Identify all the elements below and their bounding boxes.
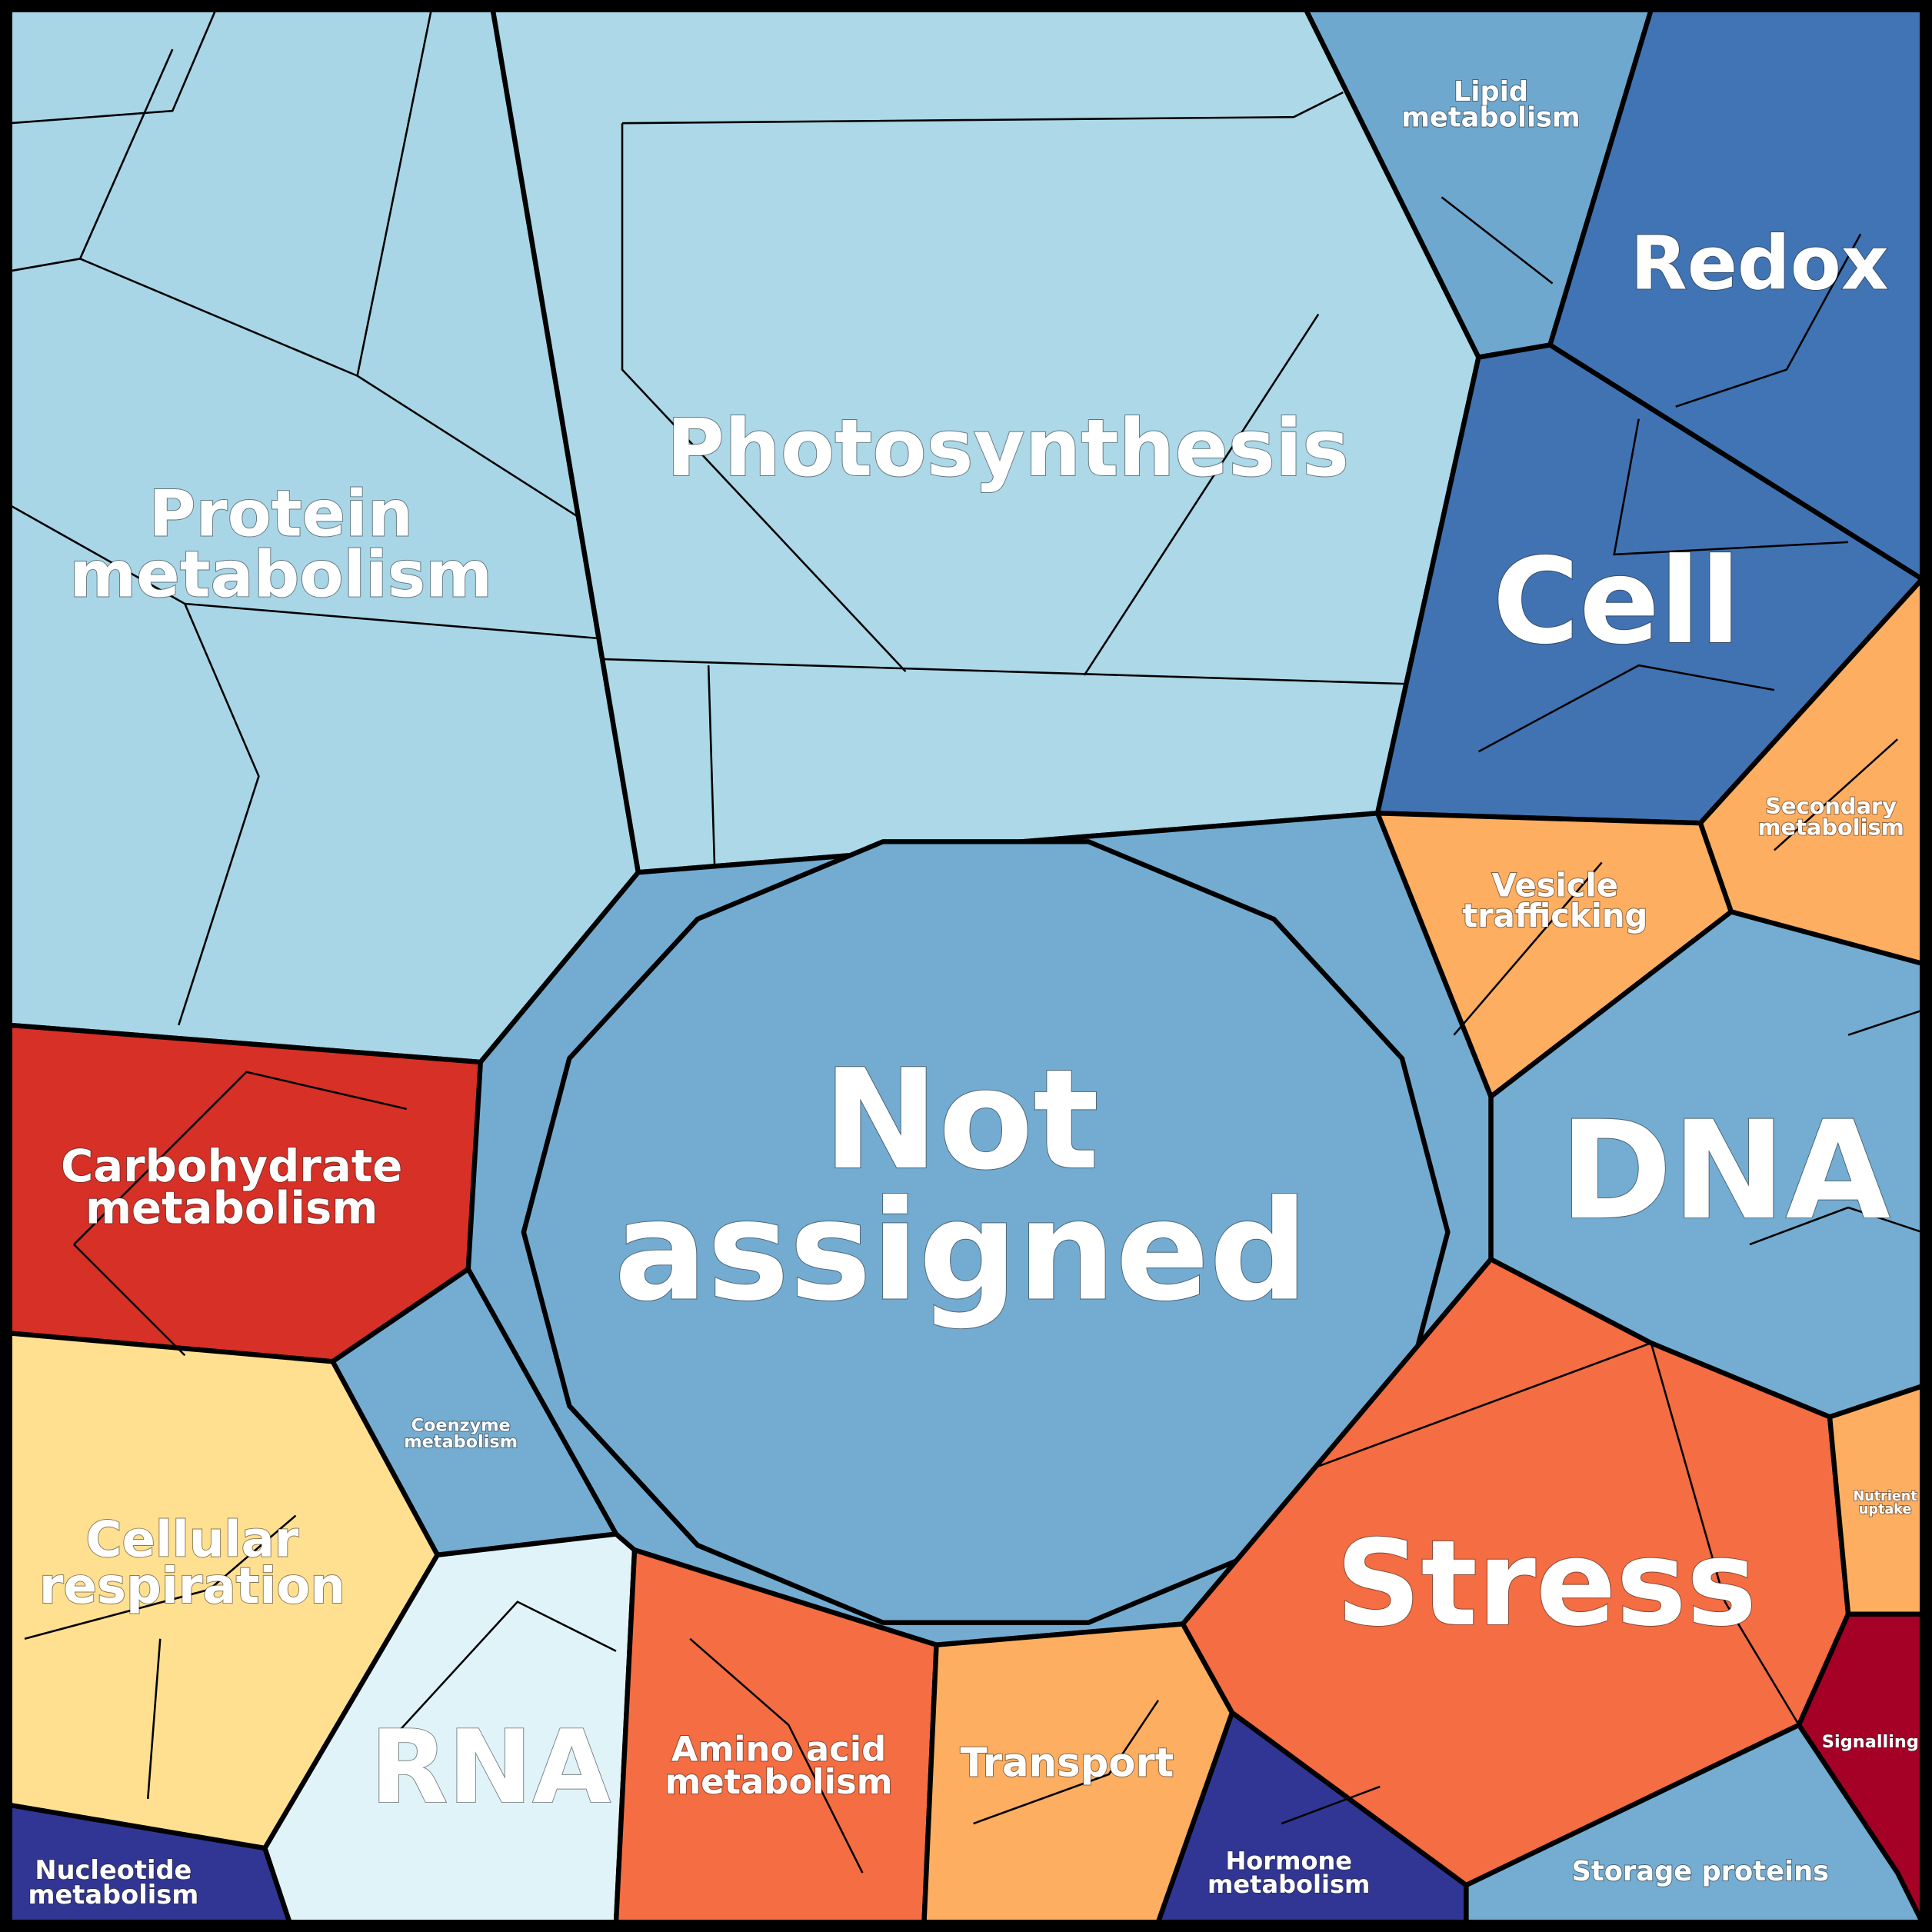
cell-label: metabolism: [1758, 814, 1904, 840]
sub-cells: [9, 9, 1923, 1874]
cell-label: Stress: [1336, 1515, 1757, 1653]
cell-label: Transport: [960, 1740, 1174, 1787]
sub-cell-edge: [1281, 1785, 1381, 1825]
cell-label: Redox: [1631, 221, 1889, 307]
cell-label: metabolism: [665, 1761, 893, 1802]
sub-cell-edge: [689, 1637, 864, 1874]
sub-cell-edge: [973, 1700, 1159, 1825]
cell-label: assigned: [614, 1171, 1307, 1332]
cell-label: trafficking: [1462, 897, 1647, 934]
cell-core: [521, 839, 1451, 1625]
cell-label: Lipid: [1454, 76, 1528, 108]
cell-label: Storage proteins: [1571, 1856, 1829, 1887]
sub-cell-edge: [24, 1514, 297, 1640]
sub-cell-edge: [1749, 1206, 1923, 1246]
sub-cell-edge: [9, 9, 217, 125]
cell-label: Protein: [148, 476, 413, 551]
cell-label: metabolism: [69, 537, 492, 611]
cell-label: uptake: [1859, 1502, 1912, 1517]
cell-label: Not: [823, 1040, 1099, 1201]
cell-label: Photosynthesis: [667, 403, 1350, 495]
cell-label: Amino acid: [671, 1729, 886, 1770]
sub-cell-edge: [146, 1638, 162, 1800]
sub-cell-edge: [622, 92, 1344, 125]
cell-label: Nutrient: [1853, 1489, 1917, 1504]
cell-label: Secondary: [1765, 793, 1897, 819]
cell-label: Nucleotide: [35, 1855, 192, 1885]
labels: ProteinmetabolismPhotosynthesisLipidmeta…: [27, 75, 1919, 1910]
cell-label: Cell: [1493, 533, 1741, 671]
cell-label: metabolism: [404, 1432, 518, 1452]
cell-label: Carbohydrate: [61, 1140, 402, 1192]
cell-label: Hormone: [1225, 1846, 1352, 1875]
sub-cell-edge: [178, 603, 260, 1026]
cell-label: metabolism: [28, 1880, 198, 1910]
sub-cell-edge: [1441, 196, 1554, 285]
cell-label: Cellular: [85, 1511, 298, 1568]
sub-cell-edge: [1724, 1601, 1800, 1726]
sub-cell-edge: [73, 1071, 407, 1245]
cell-label: metabolism: [1208, 1870, 1370, 1899]
sub-cell-edge: [1317, 1341, 1727, 1603]
sub-cell-edge: [1774, 738, 1899, 851]
cell-label: metabolism: [1401, 102, 1581, 134]
sub-cell-edge: [9, 48, 174, 272]
cell-label: DNA: [1560, 1091, 1890, 1250]
sub-cell-edge: [621, 123, 907, 672]
sub-cell-edge: [1847, 1009, 1923, 1036]
cell-label: Vesicle: [1492, 867, 1618, 904]
cell-label: Coenzyme: [411, 1416, 511, 1436]
sub-cell-edge: [1675, 233, 1862, 408]
sub-cell-edge: [356, 375, 580, 518]
cell-label: RNA: [370, 1708, 611, 1826]
cell-label: Signalling: [1822, 1732, 1919, 1752]
cell-label: metabolism: [85, 1182, 378, 1234]
sub-cell-edge: [1477, 664, 1775, 753]
sub-cell-edge: [73, 1244, 186, 1357]
cell-label: respiration: [39, 1558, 345, 1615]
sub-cell-edge: [1613, 418, 1849, 556]
sub-cell-edge: [1083, 313, 1320, 676]
sub-cell-edge: [707, 665, 716, 869]
sub-cell-edge: [381, 1601, 617, 1750]
sub-cell-edge: [1453, 861, 1603, 1036]
sub-cell-edge: [603, 658, 1405, 685]
